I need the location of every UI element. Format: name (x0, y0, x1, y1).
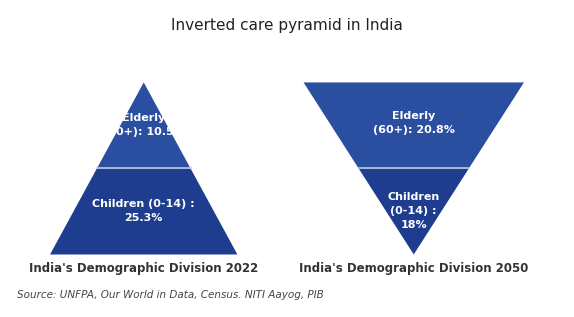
Text: Children (0-14) :
25.3%: Children (0-14) : 25.3% (92, 199, 195, 223)
Polygon shape (50, 168, 238, 255)
Text: Children
(0-14) :
18%: Children (0-14) : 18% (387, 192, 440, 230)
Text: Elderly
(60+): 10.5%: Elderly (60+): 10.5% (103, 113, 185, 138)
Text: India's Demographic Division 2050: India's Demographic Division 2050 (299, 262, 529, 275)
Polygon shape (304, 82, 524, 168)
Text: India's Demographic Division 2022: India's Demographic Division 2022 (29, 262, 258, 275)
Text: Source: UNFPA, Our World in Data, Census. NITI Aayog, PIB: Source: UNFPA, Our World in Data, Census… (17, 290, 324, 300)
Text: Inverted care pyramid in India: Inverted care pyramid in India (171, 18, 403, 33)
Text: Elderly
(60+): 20.8%: Elderly (60+): 20.8% (373, 111, 455, 134)
Polygon shape (359, 168, 469, 255)
Polygon shape (97, 82, 191, 168)
